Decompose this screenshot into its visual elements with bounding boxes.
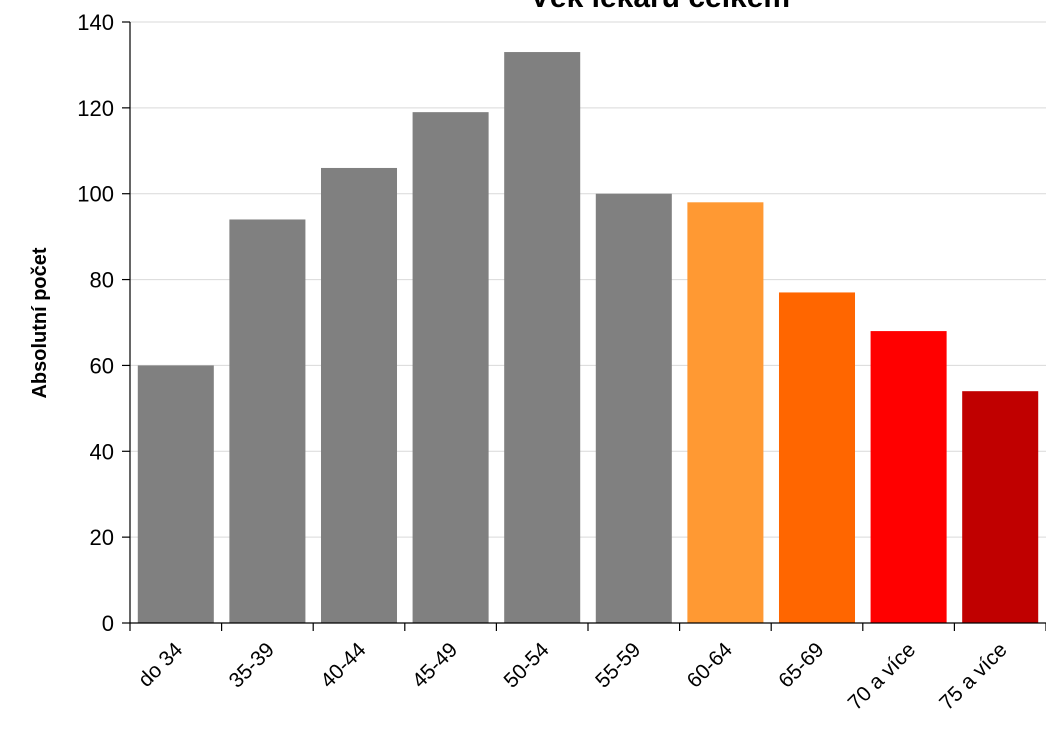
x-tick-label: 35-39 <box>225 638 279 692</box>
bar-60-64 <box>687 202 764 624</box>
y-tick-label: 0 <box>102 611 114 636</box>
bar-65-69 <box>778 292 856 623</box>
chart-title: Věk lékařů celkem <box>530 0 790 14</box>
x-tick-label: 55-59 <box>591 638 645 692</box>
x-tick-label: 70 a více <box>844 638 921 715</box>
y-tick-label: 100 <box>77 182 114 207</box>
bar-50-54 <box>504 52 581 624</box>
y-tick-label: 140 <box>77 10 114 35</box>
y-tick-label: 20 <box>90 525 114 550</box>
x-tick-label: 60-64 <box>683 638 737 692</box>
x-tick-label: 40-44 <box>316 638 370 692</box>
bar-75-a-více <box>962 391 1039 623</box>
x-tick-label: do 34 <box>134 638 188 692</box>
x-tick-label: 75 a více <box>935 638 1012 715</box>
bar-35-39 <box>229 219 306 623</box>
y-tick-label: 120 <box>77 96 114 121</box>
x-tick-label: 45-49 <box>408 638 462 692</box>
bar-55-59 <box>595 193 672 623</box>
y-tick-label: 40 <box>90 439 114 464</box>
axes <box>122 21 1046 631</box>
x-tick-label: 50-54 <box>499 638 553 692</box>
bars <box>137 52 1039 624</box>
y-axis-title: Absolutní počet <box>29 247 51 398</box>
bar-70-a-více <box>870 331 947 623</box>
bar-40-44 <box>320 167 398 623</box>
y-tick-label: 60 <box>90 353 114 378</box>
y-tick-label: 80 <box>90 268 114 293</box>
bar-45-49 <box>412 112 489 624</box>
bar-do-34 <box>137 365 214 623</box>
x-tick-label: 65-69 <box>774 638 828 692</box>
